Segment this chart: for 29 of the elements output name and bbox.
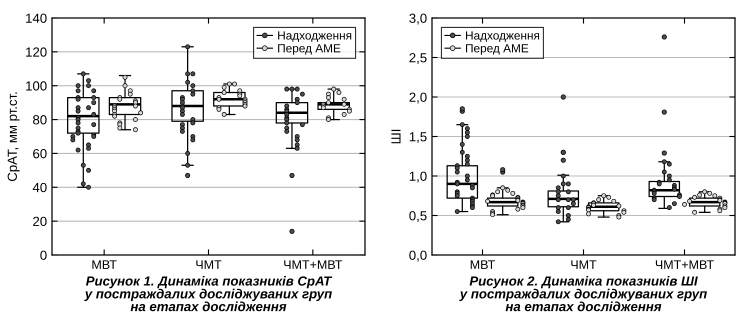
legend-label: Надходження [278,31,352,42]
y-tick-label: 3,0 [409,14,427,24]
y-tick-label: 2,5 [409,53,427,64]
x-tick-label: ЧМТ+МВТ [284,260,342,269]
x-tick-label: ЧМТ [571,260,596,269]
legend-label: Перед АМЕ [278,44,340,55]
y-tick-label: 2,0 [409,92,427,104]
y-tick-label: 60 [33,148,47,158]
y-tick-label: 140 [26,14,47,23]
x-tick-label: МВТ [470,260,495,269]
y-tick-label: 20 [33,216,47,226]
y-tick-label: 0,0 [409,250,427,262]
y-axis-title: ШІ [391,130,401,144]
y-tick-label: 40 [32,182,47,192]
y-tick-label: 1,5 [410,132,427,143]
text: Рисунок 1. Динаміка показників СрАТ у постраждалих досліджуваних груп на етапах дослідження [84,276,332,312]
text: Рисунок 2. Динаміка показників ШІ у постраждалих досліджуваних груп на етапах дослідження [459,276,707,312]
legend-label: Перед АМЕ [466,44,528,55]
y-tick-label: 120 [26,47,47,57]
y-tick-label: 80 [33,115,47,124]
x-tick-label: ЧМТ [196,260,222,269]
y-axis-title: СрАТ, мм рт.ст. [8,92,20,182]
y-tick-label: 0 [40,250,47,260]
y-tick-label: 100 [26,81,47,91]
x-tick-label: ЧМТ+МВТ [656,260,714,269]
legend-label: Надходження [466,31,540,42]
y-tick-label: 1,0 [410,172,427,182]
x-tick-label: МВТ [92,260,117,269]
y-tick-label: 0,5 [409,211,427,222]
